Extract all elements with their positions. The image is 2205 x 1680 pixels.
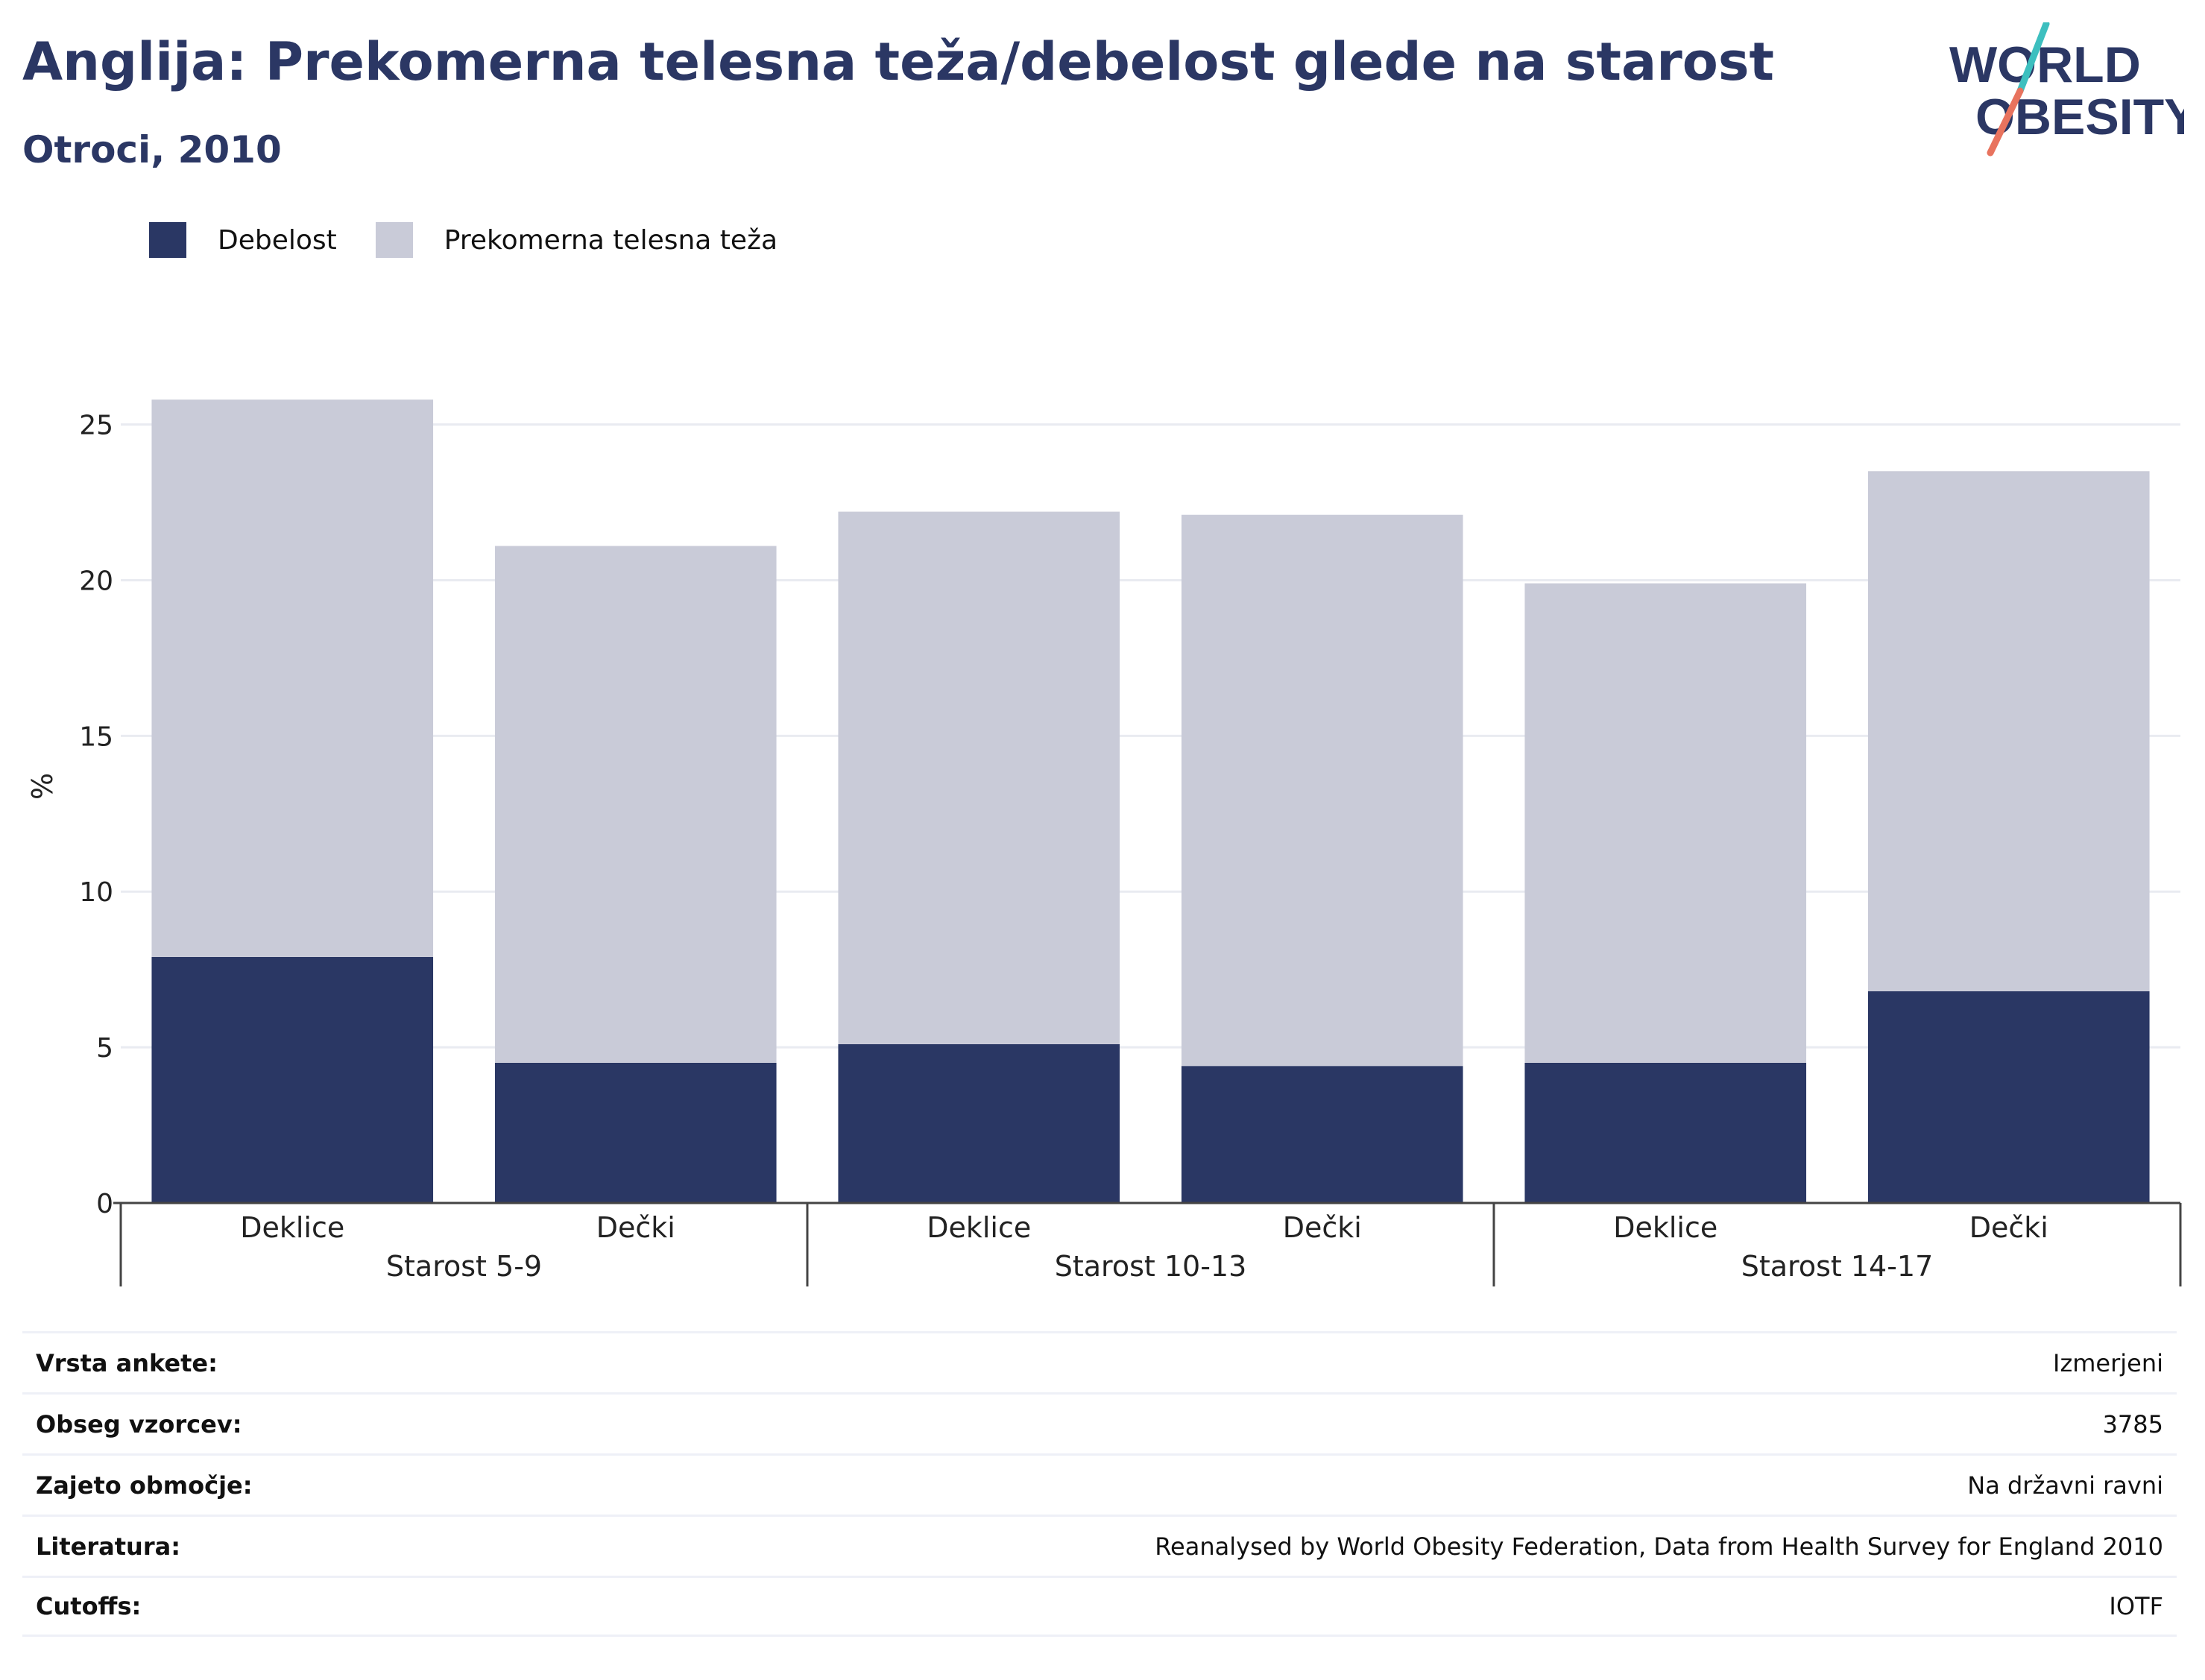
x-tick-label: Dečki: [1969, 1211, 2048, 1244]
y-tick-label: 0: [96, 1189, 113, 1219]
legend-item-debelost[interactable]: Debelost: [149, 222, 337, 258]
info-label: Zajeto območje:: [36, 1471, 253, 1500]
y-tick-label: 15: [79, 721, 113, 752]
bar-debelost: [1181, 1066, 1463, 1203]
world-obesity-logo: WORLD OBESITY: [1949, 22, 2184, 157]
bar-debelost: [838, 1043, 1120, 1203]
x-tick-label: Deklice: [1613, 1211, 1717, 1244]
info-row: Literatura: Reanalysed by World Obesity …: [22, 1515, 2177, 1576]
x-tick-label: Deklice: [927, 1211, 1031, 1244]
info-label: Literatura:: [36, 1532, 180, 1561]
bar-chart: 0 5 10 15 20 25% Deklice Dečki Deklice Dečki Dekli…: [26, 400, 2182, 1286]
legend-label-prekomerna: Prekomerna telesna teža: [444, 224, 778, 256]
x-tick-label: Deklice: [240, 1211, 344, 1244]
info-value: 3785: [2102, 1409, 2163, 1439]
info-value: Izmerjeni: [2053, 1348, 2163, 1377]
bar-prekomerna: [838, 511, 1120, 1044]
x-tick-label: Dečki: [596, 1211, 675, 1244]
chart-title: Anglija: Prekomerna telesna teža/debelos…: [22, 31, 1774, 92]
group-label: Starost 14-17: [1741, 1250, 1934, 1283]
bar-debelost: [1524, 1063, 1807, 1203]
legend-swatch-debelost: [149, 222, 186, 258]
y-tick-label: 25: [79, 411, 113, 441]
bar-prekomerna: [494, 546, 777, 1063]
survey-info-table: Vrsta ankete: Izmerjeni Obseg vzorcev: 3…: [22, 1331, 2177, 1637]
bar-prekomerna: [151, 400, 434, 957]
bar-prekomerna: [1524, 583, 1807, 1063]
legend-item-prekomerna[interactable]: Prekomerna telesna teža: [375, 222, 778, 258]
bar-debelost: [1867, 991, 2150, 1203]
bar-debelost: [494, 1063, 777, 1203]
chart-legend: Debelost Prekomerna telesna teža: [149, 222, 816, 258]
logo-slash-top: [2016, 22, 2050, 95]
group-label: Starost 10-13: [1055, 1250, 1247, 1283]
logo-text-world: WORLD: [1949, 37, 2141, 93]
y-axis-label: %: [26, 773, 59, 800]
bar-prekomerna: [1181, 514, 1463, 1067]
legend-label-debelost: Debelost: [218, 224, 337, 256]
y-tick-label: 20: [79, 566, 113, 596]
info-row: Cutoffs: IOTF: [22, 1576, 2177, 1637]
info-label: Obseg vzorcev:: [36, 1409, 242, 1439]
y-tick-label: 10: [79, 877, 113, 908]
group-label: Starost 5-9: [386, 1250, 542, 1283]
logo-slash-bottom: [1987, 87, 2024, 157]
info-row: Zajeto območje: Na državni ravni: [22, 1453, 2177, 1515]
info-row: Obseg vzorcev: 3785: [22, 1392, 2177, 1453]
y-tick-label: 5: [96, 1033, 113, 1064]
bar-debelost: [151, 956, 434, 1203]
info-value: Na državni ravni: [1967, 1471, 2163, 1500]
bar-prekomerna: [1867, 471, 2150, 991]
info-value: IOTF: [2109, 1592, 2163, 1620]
info-row: Vrsta ankete: Izmerjeni: [22, 1331, 2177, 1392]
info-label: Vrsta ankete:: [36, 1348, 218, 1377]
info-value: Reanalysed by World Obesity Federation, …: [1155, 1532, 2163, 1561]
chart-subtitle: Otroci, 2010: [22, 128, 282, 171]
x-tick-label: Dečki: [1283, 1211, 1362, 1244]
legend-swatch-prekomerna: [375, 222, 413, 258]
info-label: Cutoffs:: [36, 1592, 142, 1620]
